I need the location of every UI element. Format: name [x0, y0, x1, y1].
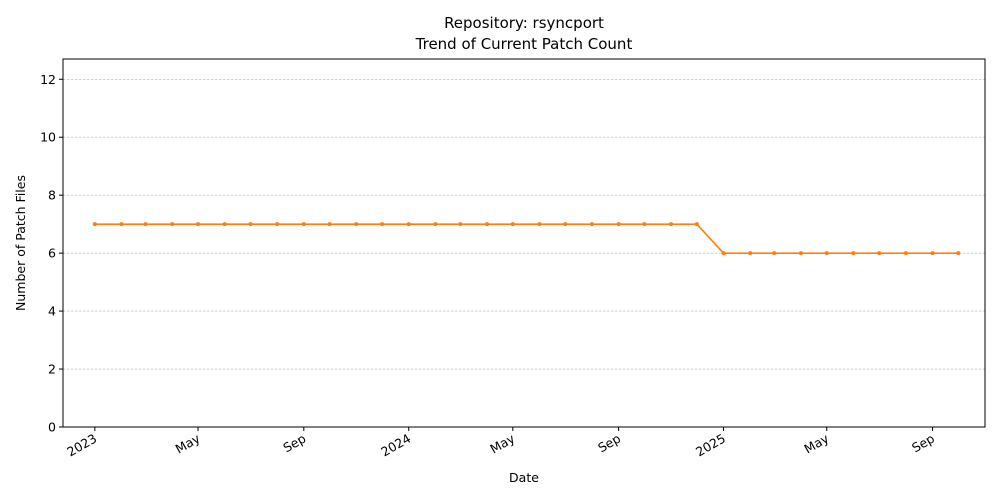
x-tick-label: May — [801, 430, 831, 456]
x-tick-label: Sep — [909, 431, 937, 456]
data-point — [485, 222, 490, 227]
data-point — [669, 222, 674, 227]
data-point — [458, 222, 463, 227]
data-point — [510, 222, 515, 227]
data-point — [772, 251, 777, 256]
data-point — [248, 222, 253, 227]
data-point — [301, 222, 306, 227]
data-point — [537, 222, 542, 227]
data-point — [406, 222, 411, 227]
data-point — [956, 251, 961, 256]
data-point — [380, 222, 385, 227]
data-point — [119, 222, 124, 227]
x-tick-label: May — [487, 430, 517, 456]
data-point — [92, 222, 97, 227]
y-tick-label: 12 — [40, 72, 56, 87]
data-point — [354, 222, 359, 227]
x-tick-label: 2024 — [378, 431, 413, 460]
y-tick-label: 8 — [48, 188, 56, 203]
data-point — [930, 251, 935, 256]
x-axis-ticks: 2023 May Sep 2024 May Sep 2025 May Sep — [64, 427, 937, 460]
data-point — [170, 222, 175, 227]
series-layer — [92, 222, 961, 256]
data-point — [748, 251, 753, 256]
data-point — [616, 222, 621, 227]
data-point — [877, 251, 882, 256]
data-point — [196, 222, 201, 227]
data-point — [798, 251, 803, 256]
data-point — [694, 222, 699, 227]
y-tick-label: 2 — [48, 362, 56, 377]
plot-frame — [62, 58, 986, 428]
data-point — [143, 222, 148, 227]
y-tick-label: 0 — [48, 420, 56, 435]
grid-lines — [63, 78, 985, 428]
data-point — [642, 222, 647, 227]
x-tick-label: 2025 — [693, 431, 728, 460]
y-tick-label: 6 — [48, 246, 56, 261]
data-point — [327, 222, 332, 227]
chart-title: Repository: rsyncport — [444, 14, 604, 32]
x-axis-label: Date — [509, 470, 539, 485]
x-tick-label: May — [173, 430, 203, 456]
series-line — [94, 223, 959, 254]
data-point — [222, 222, 227, 227]
data-point — [721, 251, 726, 256]
x-tick-label: 2023 — [64, 431, 99, 460]
x-tick-label: Sep — [280, 431, 308, 456]
chart-subtitle: Trend of Current Patch Count — [415, 35, 633, 53]
y-axis-label: Number of Patch Files — [13, 175, 28, 311]
data-point — [275, 222, 280, 227]
data-point — [903, 251, 908, 256]
x-tick-label: Sep — [595, 431, 623, 456]
y-axis-ticks: 0 2 4 6 8 10 12 — [40, 72, 63, 435]
y-tick-label: 10 — [40, 130, 56, 145]
data-point — [563, 222, 568, 227]
data-point — [433, 222, 438, 227]
data-point — [824, 251, 829, 256]
data-point — [851, 251, 856, 256]
y-tick-label: 4 — [48, 304, 56, 319]
data-point — [589, 222, 594, 227]
